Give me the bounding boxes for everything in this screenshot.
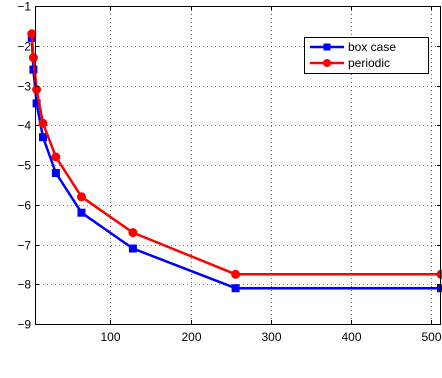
y-tick-label: −3 <box>17 80 31 94</box>
data-point-circle <box>28 53 38 63</box>
data-point-square <box>51 169 60 177</box>
y-tick-label: −6 <box>17 199 31 213</box>
x-tick-label: 300 <box>261 330 281 344</box>
y-tick-label: −9 <box>17 318 31 332</box>
data-point-circle <box>128 228 138 238</box>
y-tick-label: −2 <box>17 40 31 54</box>
y-tick-label: −7 <box>17 239 31 253</box>
data-point-circle <box>27 29 37 39</box>
y-tick-label: −5 <box>17 159 31 173</box>
axis-ticks: 100 200 300 400 500 −1 −2 −3 −4 −5 −6 −7 −8 −9 <box>17 0 442 344</box>
legend-square-icon <box>323 43 331 51</box>
data-point-square <box>39 133 47 142</box>
legend: box case periodic <box>304 37 429 74</box>
data-point-circle <box>32 85 42 94</box>
x-tick-label: 400 <box>341 330 361 344</box>
data-point-square <box>231 284 240 293</box>
legend-label: box case <box>348 40 396 54</box>
data-point-circle <box>77 192 86 202</box>
series-layer <box>27 29 442 293</box>
x-tick-label: 500 <box>421 330 441 344</box>
data-point-circle <box>38 118 48 128</box>
data-point-square <box>77 208 86 217</box>
y-tick-label: −8 <box>17 278 31 292</box>
data-point-square <box>437 284 442 293</box>
data-point-circle <box>231 269 241 279</box>
legend-circle-icon <box>323 59 331 67</box>
x-tick-label: 100 <box>100 330 120 344</box>
y-tick-label: −4 <box>17 119 31 133</box>
legend-label: periodic <box>348 56 390 70</box>
x-tick-label: 200 <box>181 330 201 344</box>
data-point-square <box>128 244 137 253</box>
y-tick-label: −1 <box>17 0 31 14</box>
data-point-circle <box>436 269 442 279</box>
data-point-circle <box>51 152 61 162</box>
series-line-box-case <box>30 37 441 290</box>
